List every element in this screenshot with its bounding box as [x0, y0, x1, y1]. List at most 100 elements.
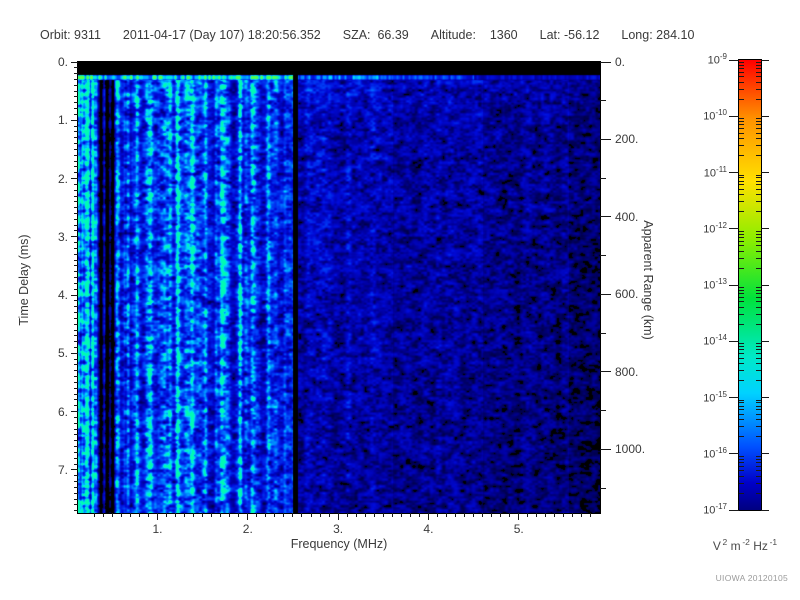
- y-left-minor-tick: [74, 148, 78, 150]
- colorbar-minor-tick: [756, 405, 761, 407]
- y-left-minor-tick: [74, 329, 78, 331]
- colorbar-minor-tick: [756, 461, 761, 463]
- colorbar-minor-tick: [739, 357, 744, 359]
- y-left-minor-tick: [74, 399, 78, 401]
- y-right-tick-label: 1000.: [615, 442, 646, 457]
- y-left-minor-tick: [74, 446, 78, 448]
- y-left-minor-tick: [74, 312, 78, 314]
- colorbar-minor-tick: [739, 409, 744, 411]
- colorbar-minor-tick: [756, 257, 761, 259]
- y-axis-right-title: Apparent Range (km): [641, 220, 655, 340]
- x-axis-minor-tick: [111, 513, 113, 517]
- colorbar-minor-tick: [739, 492, 744, 494]
- colorbar-minor-tick: [756, 138, 761, 140]
- header-info: Orbit: 9311 2011-04-17 (Day 107) 18:20:56…: [40, 28, 694, 42]
- colorbar-minor-tick: [756, 118, 761, 120]
- y-left-tick-label: 5.: [57, 346, 68, 361]
- x-axis-minor-tick: [147, 513, 149, 517]
- x-axis-minor-tick: [400, 513, 402, 517]
- x-axis-tick-label: 4.: [423, 522, 434, 536]
- colorbar-tick-label: 10-13: [703, 277, 727, 292]
- y-left-minor-tick: [74, 160, 78, 162]
- y-left-minor-tick: [74, 102, 78, 104]
- colorbar-minor-tick: [756, 323, 761, 325]
- y-right-tick-label: 200.: [615, 132, 639, 147]
- y-left-tick-label: 6.: [57, 404, 68, 419]
- y-left-minor-tick: [74, 300, 78, 302]
- y-left-minor-tick: [74, 428, 78, 430]
- x-axis-major-tick: [337, 513, 339, 520]
- colorbar-minor-tick: [739, 250, 744, 252]
- colorbar-minor-tick: [756, 402, 761, 404]
- colorbar-minor-tick: [739, 267, 744, 269]
- y-left-minor-tick: [74, 376, 78, 378]
- y-left-minor-tick: [74, 183, 78, 185]
- x-axis-minor-tick: [418, 513, 420, 517]
- x-axis-minor-tick: [581, 513, 583, 517]
- colorbar-minor-tick: [756, 357, 761, 359]
- y-left-minor-tick: [74, 393, 78, 395]
- colorbar-minor-tick: [756, 492, 761, 494]
- colorbar-major-tick: [761, 397, 769, 398]
- colorbar-minor-tick: [756, 68, 761, 70]
- y-left-minor-tick: [74, 387, 78, 389]
- x-axis-minor-tick: [102, 513, 104, 517]
- y-left-minor-tick: [74, 422, 78, 424]
- header-field: Orbit: 9311: [40, 28, 101, 42]
- colorbar-minor-tick: [756, 370, 761, 372]
- colorbar-major-tick: [761, 284, 769, 286]
- colorbar-minor-tick: [739, 419, 744, 421]
- colorbar-major-tick: [761, 59, 769, 61]
- y-left-minor-tick: [74, 154, 78, 156]
- y-left-minor-tick: [74, 288, 78, 290]
- x-axis-tick-label: 2.: [242, 522, 253, 536]
- colorbar-major-tick: [729, 59, 739, 61]
- y-right-minor-tick: [600, 177, 606, 179]
- colorbar-minor-tick: [739, 76, 744, 78]
- colorbar-major-tick: [729, 284, 739, 286]
- colorbar-tick-label: 10-14: [703, 333, 727, 348]
- colorbar-minor-tick: [756, 287, 761, 289]
- y-left-minor-tick: [74, 67, 78, 69]
- y-left-minor-tick: [74, 96, 78, 98]
- y-left-minor-tick: [74, 486, 78, 488]
- colorbar-minor-tick: [739, 257, 744, 259]
- colorbar-minor-tick: [739, 236, 744, 238]
- colorbar-minor-tick: [739, 68, 744, 70]
- y-left-minor-tick: [74, 259, 78, 261]
- colorbar-minor-tick: [739, 346, 744, 348]
- y-left-tick-label: 7.: [57, 462, 68, 477]
- colorbar-minor-tick: [739, 128, 744, 130]
- x-axis-minor-tick: [545, 513, 547, 517]
- y-right-minor-tick: [600, 410, 606, 412]
- colorbar-minor-tick: [739, 380, 744, 382]
- colorbar-minor-tick: [756, 121, 761, 123]
- colorbar-minor-tick: [756, 413, 761, 415]
- colorbar-minor-tick: [756, 184, 761, 186]
- colorbar-minor-tick: [756, 81, 761, 83]
- colorbar-minor-tick: [756, 363, 761, 365]
- colorbar-minor-tick: [756, 475, 761, 477]
- colorbar-minor-tick: [756, 155, 761, 157]
- colorbar-minor-tick: [739, 174, 744, 176]
- x-axis-minor-tick: [166, 513, 167, 517]
- colorbar-minor-tick: [739, 287, 744, 289]
- y-left-minor-tick: [74, 166, 78, 168]
- header-field: SZA: 66.39: [342, 28, 409, 42]
- colorbar-major-tick: [729, 453, 739, 455]
- y-right-tick-label: 600.: [615, 287, 639, 302]
- x-axis-minor-tick: [364, 513, 366, 517]
- y-left-minor-tick: [74, 78, 78, 80]
- y-left-minor-tick: [74, 492, 78, 494]
- colorbar-minor-tick: [756, 313, 761, 315]
- colorbar-minor-tick: [739, 306, 744, 308]
- colorbar-minor-tick: [739, 138, 744, 140]
- y-left-minor-tick: [74, 323, 78, 325]
- spectrogram-canvas: [78, 62, 600, 513]
- colorbar-minor-tick: [756, 245, 761, 247]
- y-right-major-tick: [600, 138, 611, 140]
- colorbar-minor-tick: [739, 118, 744, 120]
- colorbar-minor-tick: [756, 230, 761, 232]
- colorbar-minor-tick: [739, 71, 744, 73]
- colorbar-tick-label: 10-12: [703, 220, 727, 236]
